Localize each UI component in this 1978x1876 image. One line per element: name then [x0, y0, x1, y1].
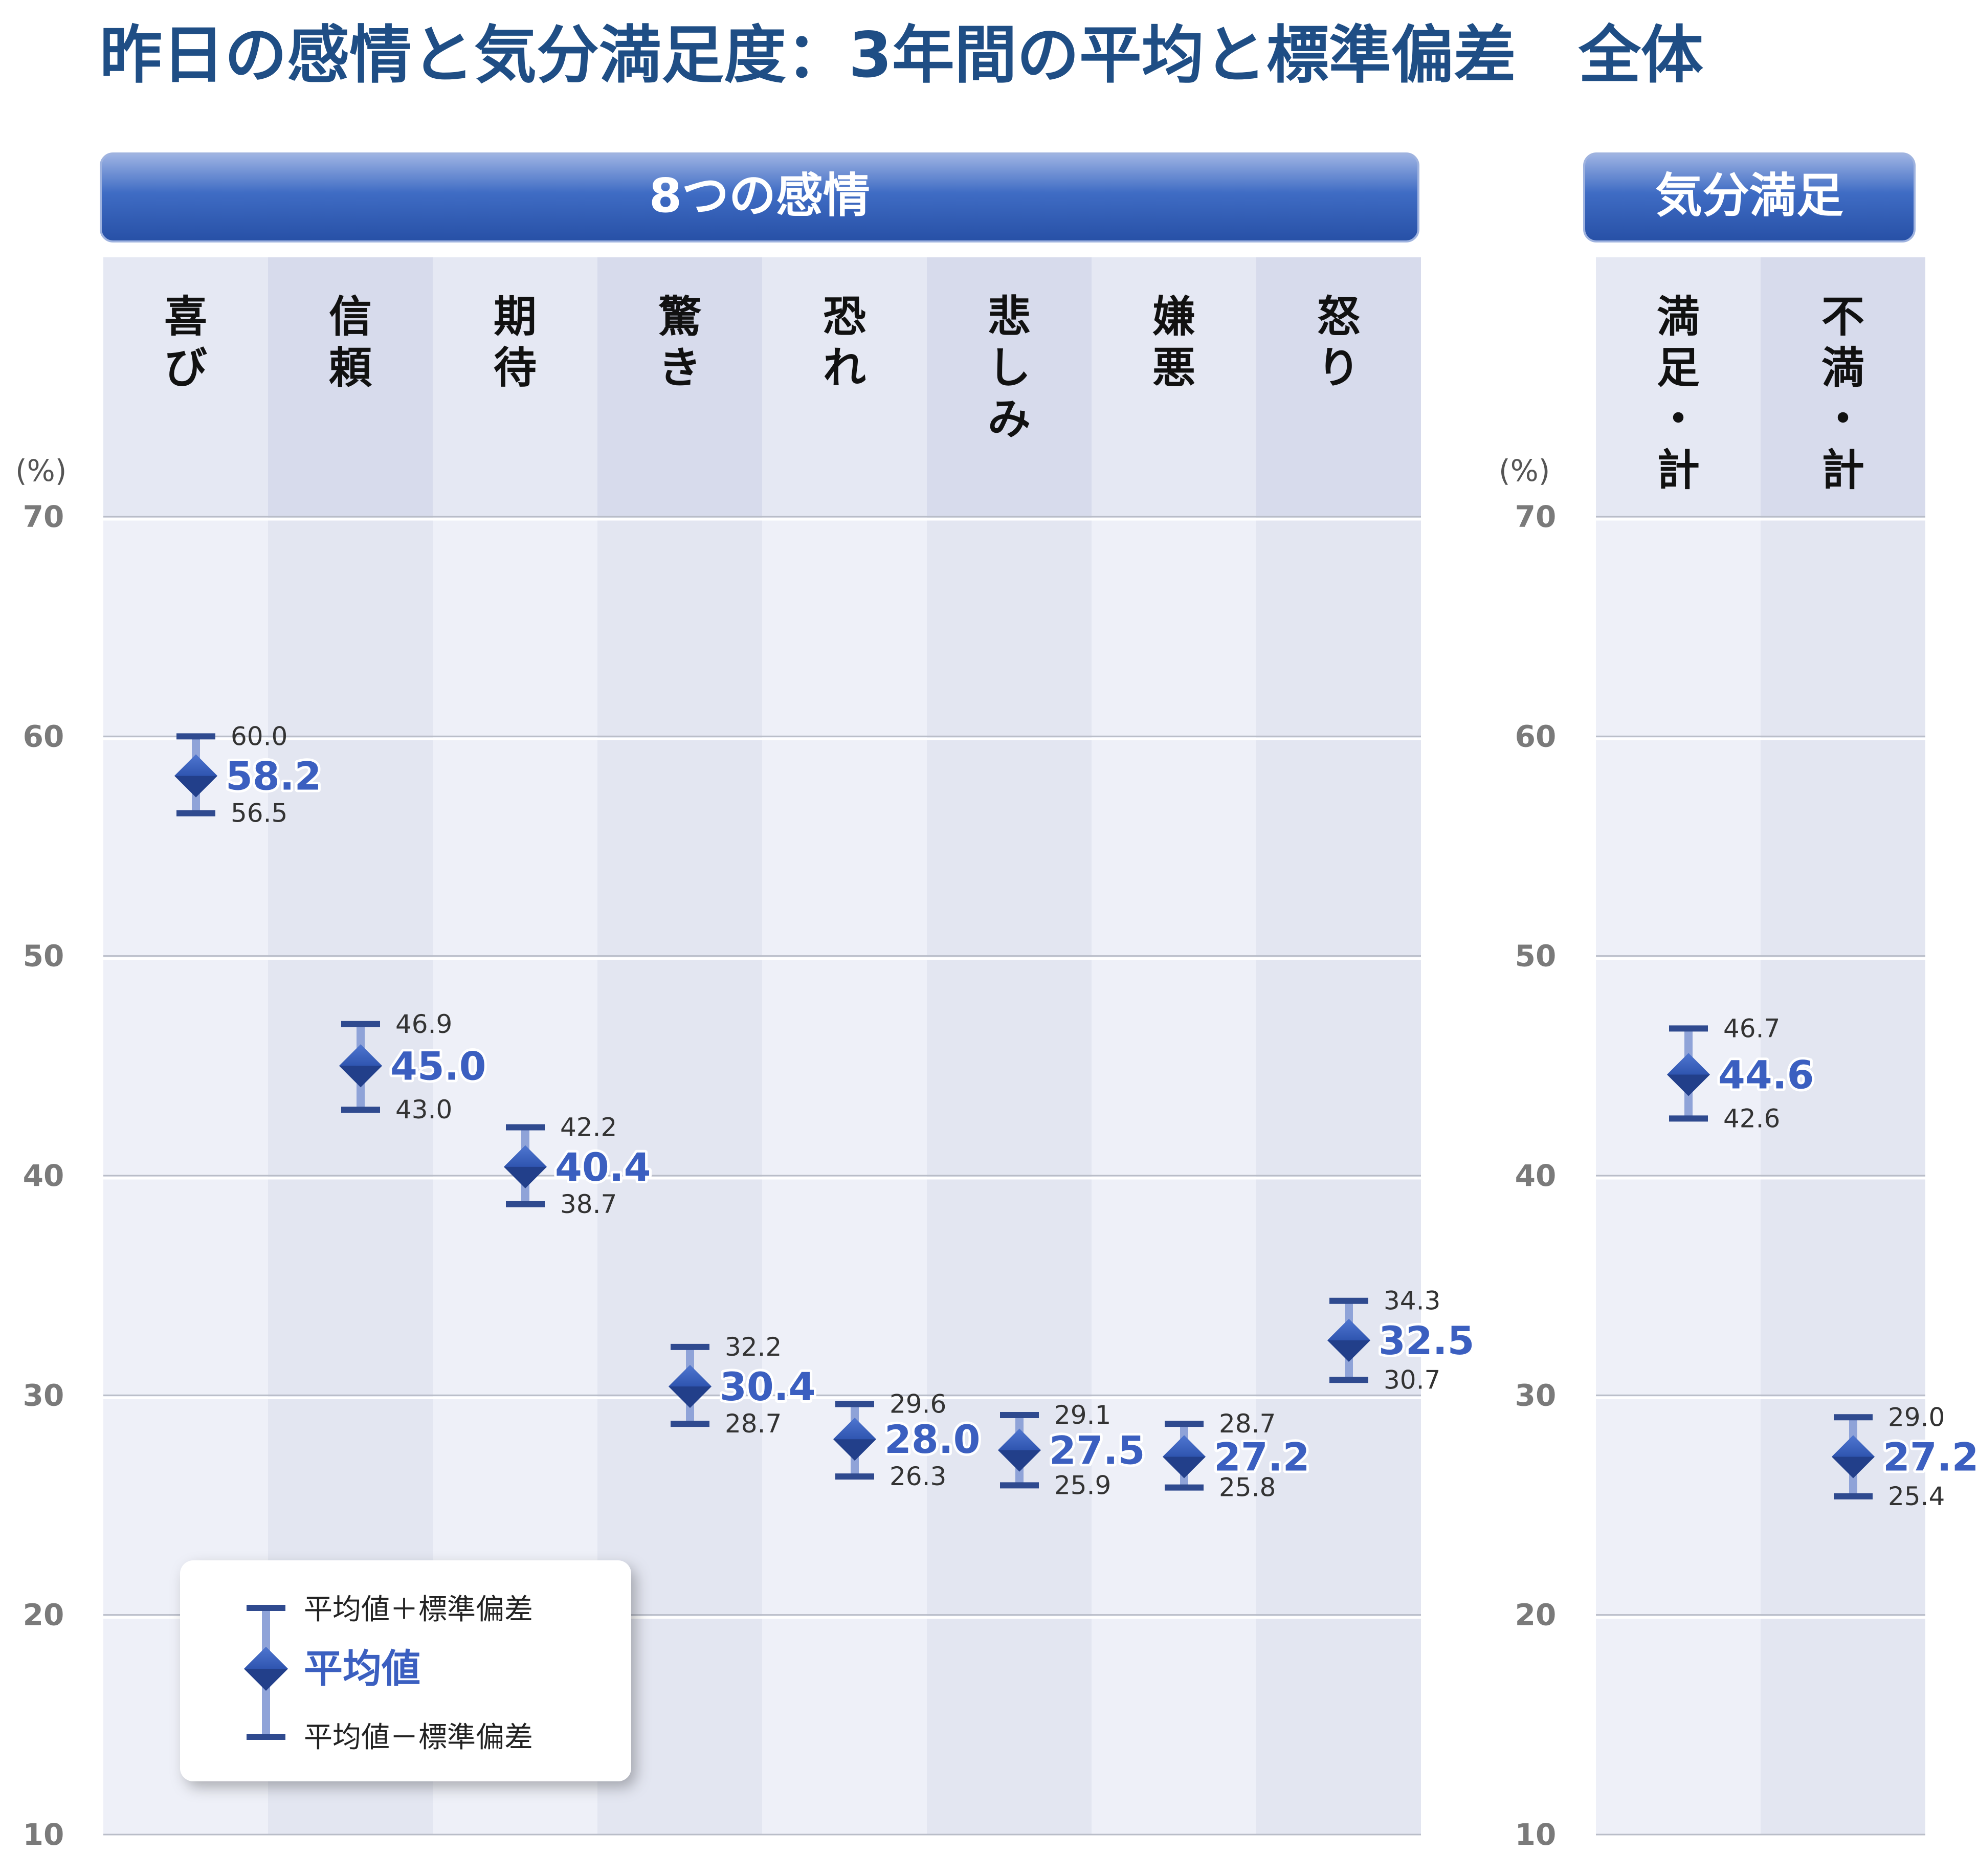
lower-value-label: 25.4 — [1888, 1482, 1945, 1511]
banner-mood-label: 気分満足 — [1655, 168, 1843, 223]
y-tick-label: 40 — [23, 1158, 64, 1193]
category-label: 喜び — [164, 292, 207, 393]
lower-value-label: 28.7 — [725, 1409, 782, 1439]
y-tick-label: 50 — [23, 939, 64, 974]
mean-value-label: 27.5 — [1049, 1428, 1145, 1473]
mean-value-label: 44.6 — [1718, 1052, 1814, 1098]
upper-value-label: 60.0 — [231, 721, 287, 751]
panel-banner-mood: 気分満足 — [1583, 152, 1916, 242]
upper-value-label: 46.9 — [395, 1009, 452, 1039]
lower-value-label: 42.6 — [1723, 1103, 1780, 1133]
upper-value-label: 34.3 — [1384, 1286, 1440, 1316]
column-header-band — [268, 257, 433, 517]
lower-value-label: 30.7 — [1384, 1365, 1440, 1395]
banner-emotions-label: 8つの感情 — [649, 168, 870, 223]
y-tick-label: 10 — [23, 1817, 64, 1852]
lower-value-label: 38.7 — [560, 1189, 617, 1219]
upper-value-label: 32.2 — [725, 1332, 782, 1362]
lower-value-label: 25.8 — [1219, 1473, 1276, 1503]
legend-mean-label: 平均値 — [304, 1646, 420, 1691]
mean-marker-highlight — [1667, 1053, 1710, 1075]
y-tick-label: 40 — [1515, 1158, 1557, 1193]
column-header-band — [1761, 257, 1925, 517]
category-label: 恐れ — [823, 292, 866, 393]
column-header-band — [1092, 257, 1256, 517]
upper-value-label: 46.7 — [1723, 1013, 1780, 1043]
legend-upper-label: 平均値＋標準偏差 — [304, 1593, 533, 1626]
mean-value-label: 27.2 — [1883, 1434, 1978, 1480]
category-labels: 喜び 信頼 期待 驚き 恐れ 悲しみ 嫌悪 怒り 満足・計 不満・計 — [164, 292, 1864, 495]
category-label: 満足・計 — [1657, 292, 1700, 495]
upper-value-label: 29.1 — [1054, 1400, 1111, 1430]
y-tick-label: 70 — [1515, 499, 1557, 534]
upper-value-label: 29.6 — [890, 1389, 946, 1419]
panel-banner-emotions: 8つの感情 — [100, 152, 1419, 242]
mean-marker-highlight — [1327, 1319, 1370, 1340]
category-label: 期待 — [494, 292, 537, 393]
y-tick-label: 60 — [1515, 719, 1557, 754]
mean-marker-highlight — [1832, 1435, 1875, 1457]
upper-value-label: 28.7 — [1219, 1409, 1276, 1439]
y-axis-ticks: 10 20 30 40 50 60 70 10 20 30 40 50 60 70 — [23, 499, 1557, 1852]
y-tick-label: 30 — [23, 1378, 64, 1412]
category-label: 悲しみ — [988, 292, 1031, 444]
category-label: 信頼 — [329, 292, 372, 393]
mean-value-label: 58.2 — [226, 754, 322, 799]
mean-marker-highlight — [174, 754, 217, 776]
lower-value-label: 43.0 — [395, 1095, 452, 1124]
column-header-band — [1256, 257, 1421, 517]
y-tick-label: 10 — [1515, 1817, 1557, 1852]
legend-errorbar-icon — [244, 1605, 288, 1740]
mean-marker-highlight — [339, 1044, 382, 1066]
gridlines — [103, 516, 1925, 1839]
mean-value-label: 40.4 — [555, 1144, 651, 1190]
y-tick-label: 60 — [23, 719, 64, 754]
y-unit-left: (%) — [15, 453, 66, 488]
legend-lower-label: 平均値－標準偏差 — [304, 1721, 533, 1754]
mean-value-label: 45.0 — [390, 1043, 486, 1089]
mean-marker-highlight — [998, 1428, 1041, 1450]
lower-value-label: 26.3 — [890, 1462, 946, 1491]
category-label: 不満・計 — [1821, 292, 1864, 495]
y-tick-label: 20 — [1515, 1598, 1557, 1632]
category-label: 嫌悪 — [1152, 292, 1195, 393]
mean-marker-highlight — [1163, 1435, 1206, 1457]
upper-value-label: 29.0 — [1888, 1402, 1945, 1432]
category-label: 怒り — [1317, 292, 1360, 393]
y-tick-label: 50 — [1515, 939, 1557, 974]
column-header-band — [103, 257, 268, 517]
chart-title: 昨日の感情と気分満足度：3年間の平均と標準偏差 全体 — [100, 19, 1703, 92]
column-header-band — [762, 257, 927, 517]
lower-value-label: 56.5 — [231, 799, 287, 828]
data-marks: 60.058.256.5 46.9 45.0 43.0 42.240.438.7 32.2… — [174, 721, 1978, 1511]
mean-value-label: 27.2 — [1214, 1434, 1310, 1480]
mean-marker-highlight — [504, 1145, 547, 1167]
y-tick-label: 20 — [23, 1598, 64, 1632]
mean-value-label: 30.4 — [720, 1364, 816, 1409]
mean-marker-highlight — [833, 1418, 876, 1440]
category-label: 驚き — [658, 292, 702, 393]
column-header-band — [1596, 257, 1761, 517]
mean-value-label: 28.0 — [884, 1417, 981, 1462]
column-header-band — [927, 257, 1092, 517]
column-header-band — [433, 257, 597, 517]
mean-value-label: 32.5 — [1379, 1318, 1475, 1363]
lower-value-label: 25.9 — [1054, 1470, 1111, 1500]
legend: 平均値＋標準偏差 平均値 平均値－標準偏差 — [180, 1560, 631, 1781]
upper-value-label: 42.2 — [560, 1113, 617, 1142]
y-tick-label: 70 — [23, 499, 64, 534]
column-header-band — [597, 257, 762, 517]
y-tick-label: 30 — [1515, 1378, 1557, 1412]
y-unit-right: (%) — [1499, 453, 1550, 488]
mean-marker-highlight — [669, 1365, 712, 1387]
